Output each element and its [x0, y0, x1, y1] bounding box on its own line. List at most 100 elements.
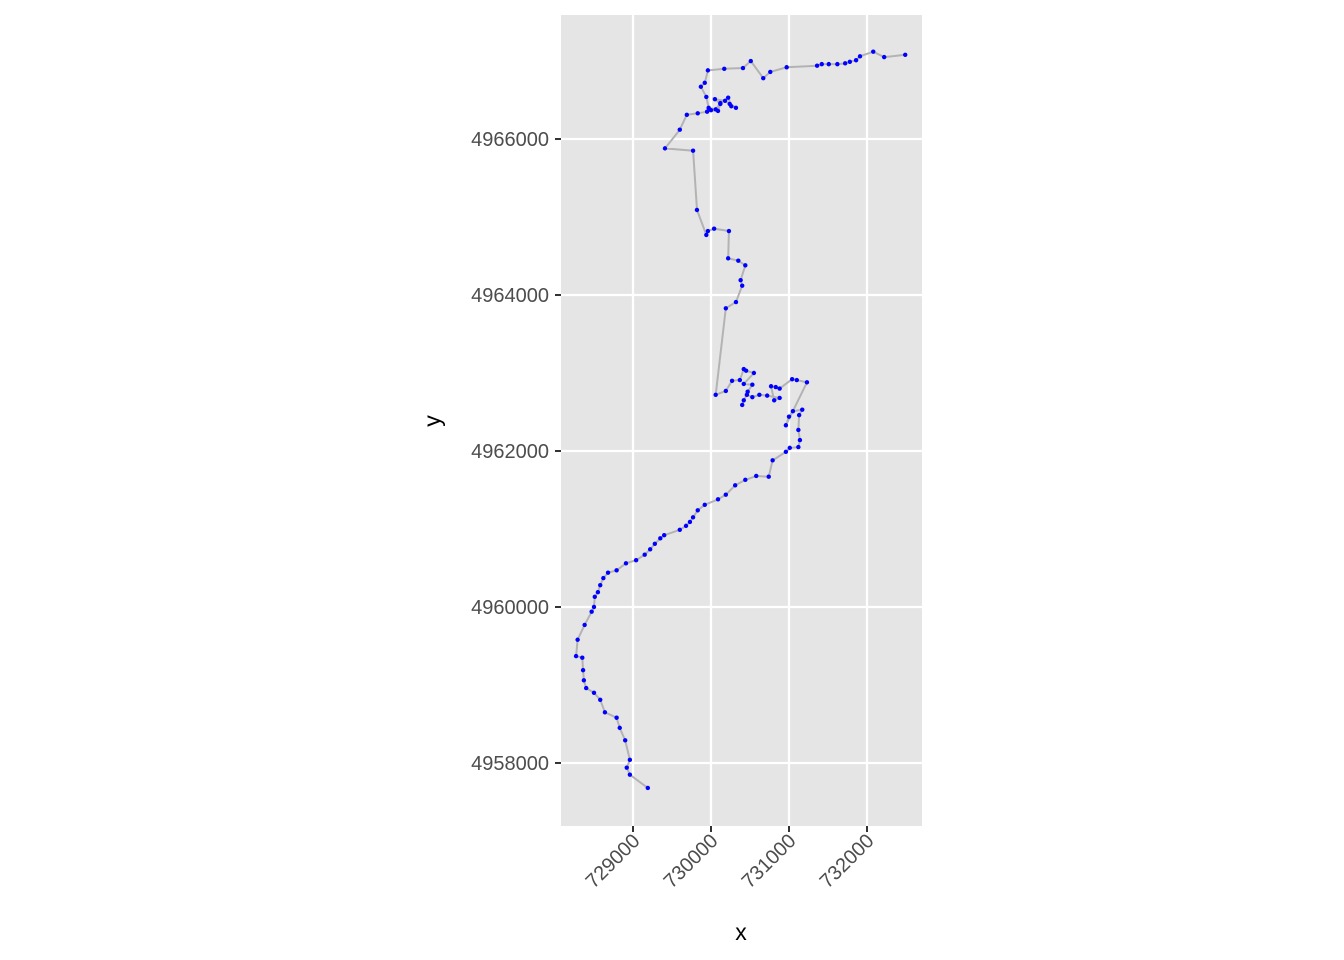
point	[796, 427, 801, 433]
point	[826, 61, 831, 67]
x-tick-label: 730000	[660, 830, 723, 893]
point	[842, 61, 848, 66]
point	[804, 380, 810, 385]
point	[725, 256, 731, 261]
point	[623, 561, 629, 566]
point	[750, 382, 755, 387]
point	[677, 127, 682, 132]
point	[790, 409, 796, 414]
point	[581, 678, 587, 683]
point	[761, 75, 766, 81]
point	[847, 59, 853, 64]
point	[601, 575, 606, 581]
point	[764, 393, 770, 398]
y-tick-label: 4960000	[471, 597, 549, 619]
point	[690, 515, 696, 520]
y-axis-title: y	[419, 415, 445, 427]
point	[627, 772, 633, 777]
point	[580, 655, 585, 660]
point	[751, 370, 757, 376]
point	[713, 107, 718, 112]
point	[797, 437, 803, 443]
point	[690, 148, 696, 153]
point	[704, 94, 709, 100]
point	[661, 533, 667, 538]
point	[723, 306, 729, 311]
point	[617, 725, 622, 731]
point	[698, 84, 704, 89]
point	[627, 757, 633, 763]
point	[726, 228, 732, 234]
point	[777, 395, 782, 401]
point	[754, 473, 759, 479]
point	[614, 715, 619, 720]
point	[740, 65, 746, 71]
y-tick-label: 4964000	[471, 285, 549, 307]
point	[684, 112, 690, 118]
point	[729, 104, 734, 109]
point	[633, 557, 639, 563]
point	[624, 765, 629, 770]
y-tick-label: 4966000	[471, 129, 549, 151]
y-tick-label: 4962000	[471, 441, 549, 463]
point	[786, 414, 792, 419]
point	[743, 263, 748, 268]
point	[602, 710, 608, 715]
point	[773, 384, 778, 390]
point	[770, 458, 775, 463]
point	[580, 667, 586, 673]
point	[835, 61, 840, 67]
point	[662, 146, 668, 151]
point	[757, 392, 762, 398]
point	[704, 232, 709, 238]
point	[652, 541, 658, 547]
point	[705, 228, 711, 234]
x-tick-label: 731000	[738, 830, 801, 893]
point	[800, 407, 805, 412]
point	[598, 697, 603, 703]
point	[745, 389, 750, 394]
point	[789, 377, 795, 382]
point	[582, 622, 587, 628]
point	[722, 66, 727, 72]
point	[743, 477, 748, 483]
point	[695, 508, 700, 513]
point	[733, 105, 739, 111]
point	[713, 392, 718, 398]
point	[741, 381, 746, 387]
point	[687, 519, 693, 525]
point	[741, 398, 746, 403]
point	[784, 65, 789, 70]
point	[783, 449, 789, 454]
point	[712, 97, 718, 102]
point	[737, 377, 743, 383]
point	[645, 785, 651, 791]
point	[729, 378, 735, 384]
point	[796, 412, 802, 418]
point	[732, 483, 738, 488]
point	[573, 653, 579, 659]
point	[819, 61, 824, 67]
point	[704, 109, 710, 114]
point	[771, 398, 777, 403]
point	[718, 100, 723, 106]
point	[702, 80, 707, 86]
point	[768, 384, 774, 389]
point	[750, 394, 755, 400]
point	[702, 502, 707, 508]
point	[871, 49, 876, 54]
point	[592, 594, 597, 600]
point	[740, 283, 745, 288]
point	[748, 58, 753, 64]
point	[740, 402, 745, 408]
point	[725, 95, 731, 100]
point	[853, 58, 859, 63]
point	[722, 98, 728, 103]
point	[794, 377, 800, 383]
x-tick-label: 729000	[582, 830, 645, 893]
point	[598, 582, 603, 588]
point	[715, 497, 721, 502]
x-axis-title: x	[735, 919, 747, 945]
panel	[561, 15, 922, 826]
